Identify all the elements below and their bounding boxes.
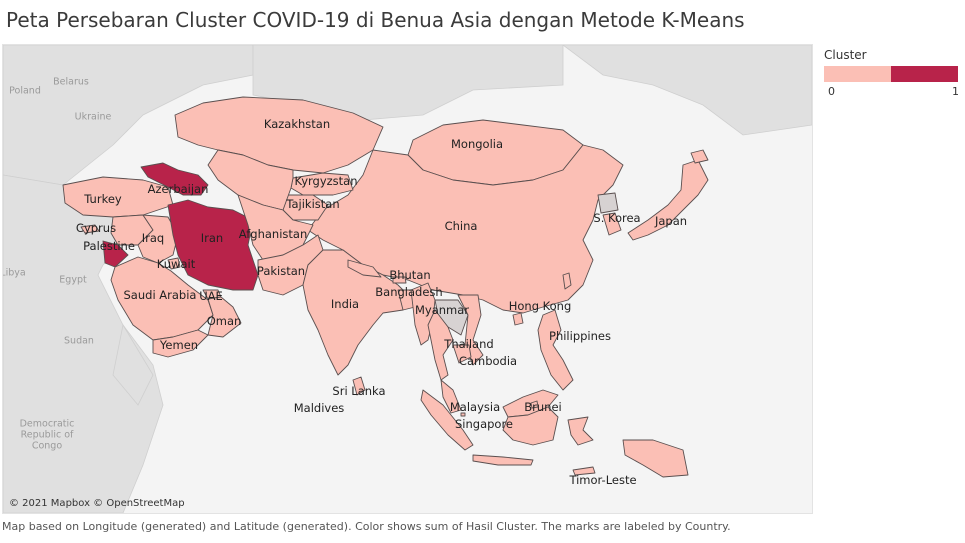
label-hong-kong: Hong Kong: [508, 299, 572, 313]
label-pakistan: Pakistan: [256, 264, 306, 278]
country-indonesia-sulawesi: [567, 416, 594, 446]
country-philippines: [537, 309, 574, 391]
map-view[interactable]: Poland Belarus Ukraine Libya Egypt Sudan…: [2, 44, 813, 514]
label-cyprus: Cyprus: [75, 221, 117, 235]
country-malaysia: [440, 379, 462, 414]
bg-label-poland: Poland: [9, 85, 41, 97]
label-azerbaijan: Azerbaijan: [147, 182, 209, 196]
country-cambodia: [452, 344, 472, 364]
bg-label-ukraine: Ukraine: [74, 111, 112, 123]
map-canvas: [3, 45, 812, 513]
country-uzbekistan: [207, 149, 294, 211]
bg-label-libya: Libya: [2, 267, 26, 279]
country-turkey: [62, 176, 174, 218]
country-cyprus: [80, 224, 100, 234]
label-iraq: Iraq: [141, 231, 165, 245]
chart-title: Peta Persebaran Cluster COVID-19 di Benu…: [6, 8, 745, 32]
label-afghanistan: Afghanistan: [238, 227, 308, 241]
country-nepal: [347, 259, 382, 278]
bg-label-sudan: Sudan: [64, 335, 94, 347]
label-singapore: Singapore: [454, 417, 514, 431]
label-timor-leste: Timor-Leste: [569, 473, 637, 487]
country-japan-north: [690, 149, 709, 164]
label-kuwait: Kuwait: [156, 257, 196, 271]
map-attribution[interactable]: © 2021 Mapbox © OpenStreetMap: [9, 498, 185, 509]
country-japan: [627, 159, 709, 241]
country-brunei: [530, 400, 539, 409]
country-taiwan: [562, 272, 572, 290]
background-land: [3, 45, 812, 513]
label-sri-lanka: Sri Lanka: [332, 384, 386, 398]
country-sri-lanka: [352, 376, 366, 396]
country-indonesia-sumatra: [420, 389, 474, 451]
label-myanmar: Myanmar: [414, 303, 470, 317]
label-japan: Japan: [654, 214, 688, 228]
label-china: China: [444, 219, 478, 233]
legend-title: Cluster: [824, 48, 867, 62]
country-china: [307, 144, 624, 314]
country-oman: [207, 296, 242, 338]
label-turkey: Turkey: [84, 192, 122, 206]
country-indonesia-java: [472, 454, 534, 466]
country-palestine: [102, 240, 129, 268]
label-saudi-arabia: Saudi Arabia: [123, 288, 197, 302]
legend-max-label: 1: [952, 85, 959, 98]
map-caption: Map based on Longitude (generated) and L…: [2, 520, 731, 533]
label-maldives: Maldives: [293, 401, 345, 415]
label-palestine: Palestine: [83, 239, 135, 253]
country-kyrgyzstan: [290, 172, 354, 196]
label-tajikistan: Tajikistan: [286, 197, 340, 211]
country-vietnam: [457, 294, 484, 366]
label-bangladesh: Bangladesh: [375, 285, 443, 299]
label-bhutan: Bhutan: [389, 268, 431, 282]
country-hong-kong: [512, 312, 524, 326]
country-south-korea: [602, 212, 622, 236]
country-timor-leste: [572, 466, 596, 476]
country-iran: [167, 199, 259, 291]
bg-label-egypt: Egypt: [59, 274, 87, 286]
bg-label-belarus: Belarus: [53, 76, 89, 88]
legend-low-swatch: [824, 66, 891, 82]
label-uae: UAE: [199, 289, 223, 303]
country-kuwait: [167, 257, 181, 270]
cluster-legend[interactable]: Cluster 0 1: [824, 48, 962, 99]
label-cambodia: Cambodia: [458, 354, 518, 368]
country-kazakhstan: [174, 96, 384, 174]
label-india: India: [330, 297, 360, 311]
country-thailand: [427, 309, 454, 381]
label-kyrgyzstan: Kyrgyzstan: [294, 174, 358, 188]
country-singapore: [460, 412, 466, 417]
country-india: [302, 249, 409, 376]
label-malaysia: Malaysia: [449, 400, 501, 414]
legend-high-swatch: [891, 66, 958, 82]
country-north-korea: [597, 192, 619, 214]
label-mongolia: Mongolia: [450, 137, 504, 151]
label-kazakhstan: Kazakhstan: [263, 117, 331, 131]
legend-color-bar: [824, 66, 958, 82]
label-iran: Iran: [200, 231, 224, 245]
label-brunei: Brunei: [524, 400, 562, 414]
country-saudi-arabia: [110, 256, 214, 341]
country-azerbaijan: [140, 162, 209, 196]
country-bhutan: [392, 276, 407, 284]
label-south-korea: S. Korea: [593, 211, 641, 225]
country-indonesia-borneo: [502, 406, 559, 446]
country-indonesia-papua: [622, 439, 689, 478]
legend-ticks: 0 1: [824, 85, 962, 99]
country-yemen: [152, 329, 209, 358]
label-thailand: Thailand: [444, 337, 494, 351]
legend-min-label: 0: [828, 85, 835, 98]
label-philippines: Philippines: [549, 329, 611, 343]
label-yemen: Yemen: [159, 338, 199, 352]
label-oman: Oman: [206, 314, 242, 328]
bg-label-drc: Democratic Republic of Congo: [19, 418, 75, 452]
